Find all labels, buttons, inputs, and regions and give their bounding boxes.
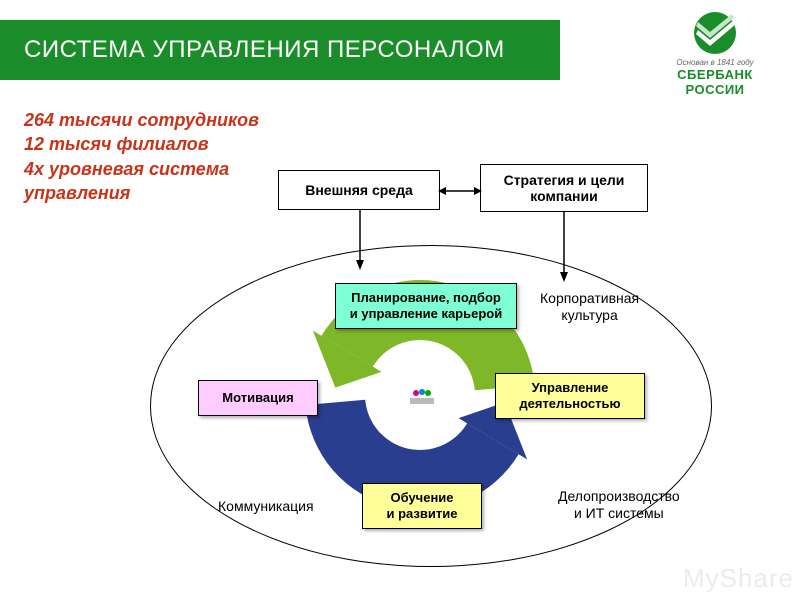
stat-line: 264 тысячи сотрудников (24, 108, 259, 132)
watermark: MyShare (683, 563, 794, 594)
double-arrow-icon (438, 184, 482, 198)
logo-line2: РОССИИ (650, 82, 780, 97)
label-docs-it: Делопроизводство и ИТ системы (558, 488, 680, 522)
box-external-environment: Внешняя среда (278, 170, 440, 210)
label-communication: Коммуникация (218, 498, 314, 515)
process-label: Управление деятельностью (519, 380, 620, 411)
stat-line: 12 тысяч филиалов (24, 132, 259, 156)
page-title: СИСТЕМА УПРАВЛЕНИЯ ПЕРСОНАЛОМ (24, 36, 505, 64)
label-corporate-culture: Корпоративная культура (540, 290, 639, 324)
stats-block: 264 тысячи сотрудников 12 тысяч филиалов… (24, 108, 259, 205)
stat-line: 4х уровневая система (24, 157, 259, 181)
process-label: Мотивация (222, 390, 293, 406)
sberbank-icon (692, 10, 738, 56)
box-strategy-goals: Стратегия и цели компании (480, 164, 648, 212)
logo: Основан в 1841 году СБЕРБАНК РОССИИ (650, 10, 780, 97)
process-motivation: Мотивация (198, 380, 318, 416)
process-label: Обучение и развитие (387, 490, 458, 521)
logo-founded: Основан в 1841 году (650, 58, 780, 67)
box-label: Стратегия и цели компании (504, 172, 625, 204)
process-performance: Управление деятельностью (495, 373, 645, 419)
box-label: Внешняя среда (305, 182, 413, 198)
process-training: Обучение и развитие (362, 483, 482, 529)
logo-line1: СБЕРБАНК (650, 67, 780, 82)
process-label: Планирование, подбор и управление карьер… (350, 290, 502, 321)
people-icon (408, 386, 436, 409)
header-bar: СИСТЕМА УПРАВЛЕНИЯ ПЕРСОНАЛОМ (0, 20, 560, 80)
process-planning: Планирование, подбор и управление карьер… (335, 283, 517, 329)
stat-line: управления (24, 181, 259, 205)
